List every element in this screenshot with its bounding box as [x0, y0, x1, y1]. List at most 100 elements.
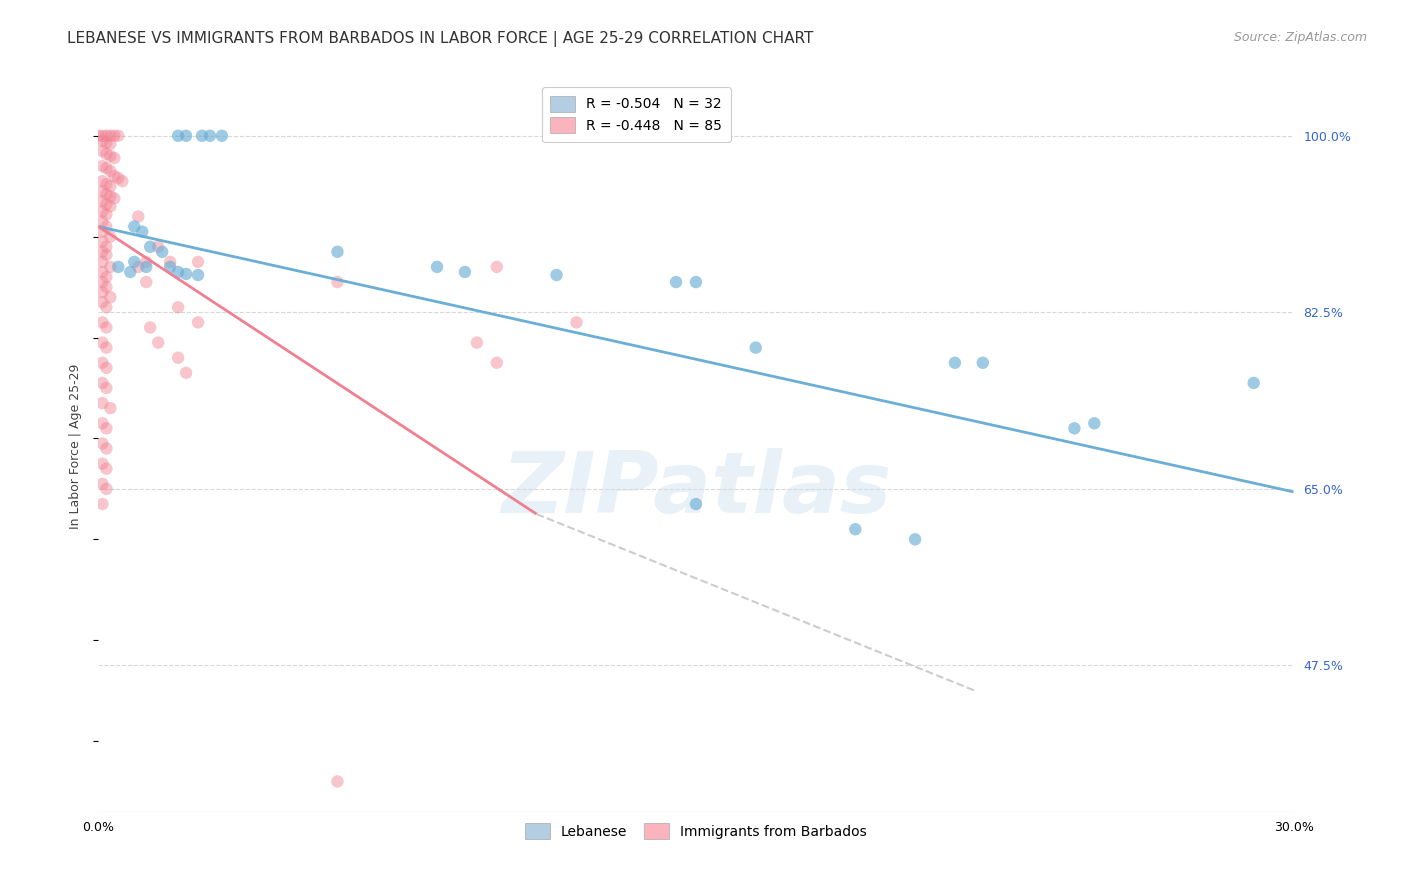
- Point: [91, 417, 114, 431]
- Point: [167, 128, 190, 143]
- Point: [98, 260, 122, 274]
- Point: [107, 260, 129, 274]
- Point: [91, 376, 114, 390]
- Point: [685, 497, 707, 511]
- Point: [91, 184, 114, 198]
- Point: [96, 136, 118, 150]
- Point: [98, 164, 122, 178]
- Point: [103, 169, 125, 183]
- Point: [1083, 417, 1105, 431]
- Point: [124, 219, 146, 234]
- Point: [96, 161, 118, 175]
- Point: [98, 149, 122, 163]
- Point: [485, 260, 508, 274]
- Point: [91, 295, 114, 310]
- Point: [96, 219, 118, 234]
- Point: [326, 774, 349, 789]
- Point: [127, 260, 149, 274]
- Point: [96, 482, 118, 496]
- Point: [124, 255, 146, 269]
- Point: [98, 229, 122, 244]
- Point: [159, 255, 181, 269]
- Text: ZIPatlas: ZIPatlas: [501, 449, 891, 532]
- Point: [103, 151, 125, 165]
- Point: [96, 421, 118, 435]
- Point: [98, 179, 122, 194]
- Point: [98, 290, 122, 304]
- Point: [211, 128, 233, 143]
- Point: [91, 315, 114, 329]
- Point: [98, 136, 122, 151]
- Point: [91, 214, 114, 228]
- Point: [148, 240, 170, 254]
- Point: [91, 235, 114, 249]
- Point: [167, 300, 190, 314]
- Point: [111, 174, 134, 188]
- Point: [96, 360, 118, 375]
- Point: [96, 461, 118, 475]
- Point: [485, 356, 508, 370]
- Point: [127, 210, 149, 224]
- Point: [107, 171, 129, 186]
- Point: [685, 275, 707, 289]
- Legend: Lebanese, Immigrants from Barbados: Lebanese, Immigrants from Barbados: [519, 818, 873, 845]
- Point: [972, 356, 994, 370]
- Point: [91, 457, 114, 471]
- Point: [844, 522, 866, 536]
- Point: [96, 270, 118, 285]
- Point: [91, 174, 114, 188]
- Point: [91, 356, 114, 370]
- Point: [426, 260, 449, 274]
- Point: [103, 191, 125, 205]
- Point: [98, 401, 122, 416]
- Point: [465, 335, 488, 350]
- Point: [565, 315, 588, 329]
- Point: [96, 177, 118, 191]
- Point: [96, 187, 118, 202]
- Point: [96, 197, 118, 211]
- Point: [131, 225, 153, 239]
- Point: [91, 134, 114, 148]
- Point: [665, 275, 688, 289]
- Point: [91, 144, 114, 158]
- Point: [96, 207, 118, 221]
- Point: [103, 128, 125, 143]
- Point: [91, 476, 114, 491]
- Point: [87, 128, 110, 143]
- Point: [96, 240, 118, 254]
- Point: [96, 341, 118, 355]
- Point: [107, 128, 129, 143]
- Point: [745, 341, 768, 355]
- Point: [91, 159, 114, 173]
- Point: [96, 381, 118, 395]
- Point: [326, 244, 349, 259]
- Point: [96, 300, 118, 314]
- Point: [187, 315, 209, 329]
- Point: [98, 189, 122, 203]
- Point: [187, 255, 209, 269]
- Point: [98, 199, 122, 213]
- Point: [943, 356, 966, 370]
- Point: [91, 335, 114, 350]
- Point: [326, 275, 349, 289]
- Point: [91, 265, 114, 279]
- Point: [139, 320, 162, 334]
- Point: [167, 265, 190, 279]
- Point: [139, 240, 162, 254]
- Text: LEBANESE VS IMMIGRANTS FROM BARBADOS IN LABOR FORCE | AGE 25-29 CORRELATION CHAR: LEBANESE VS IMMIGRANTS FROM BARBADOS IN …: [67, 31, 814, 47]
- Point: [96, 248, 118, 262]
- Point: [98, 128, 122, 143]
- Point: [120, 265, 142, 279]
- Point: [91, 436, 114, 450]
- Point: [150, 244, 173, 259]
- Point: [198, 128, 221, 143]
- Point: [96, 320, 118, 334]
- Point: [91, 244, 114, 259]
- Point: [167, 351, 190, 365]
- Point: [91, 194, 114, 209]
- Point: [1243, 376, 1265, 390]
- Point: [135, 260, 157, 274]
- Point: [174, 366, 197, 380]
- Point: [91, 128, 114, 143]
- Point: [148, 335, 170, 350]
